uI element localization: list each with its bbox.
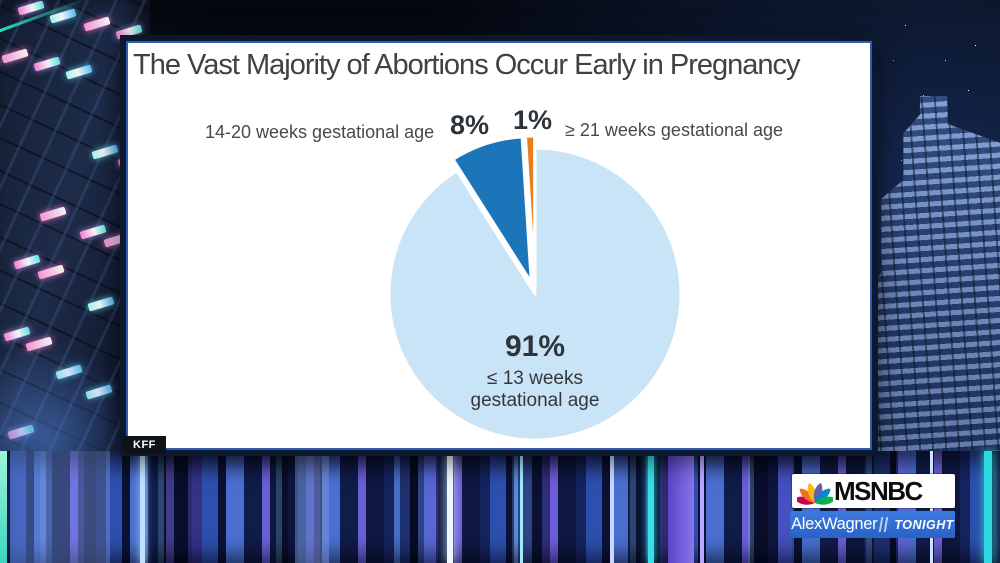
neon-window (37, 264, 65, 280)
neon-window (91, 144, 119, 160)
network-logo: MSNBC (792, 474, 955, 508)
neon-window (85, 384, 113, 400)
pct-label-91: 91% (504, 330, 566, 363)
divider-bars-icon (879, 517, 892, 532)
neon-window (65, 64, 93, 80)
pie-chart (387, 134, 683, 442)
pie-center-labels: 91% ≤ 13 weeks gestational age (385, 330, 685, 412)
neon-window (79, 224, 107, 240)
pct-label-1: 1% (513, 105, 553, 135)
neon-window (33, 56, 61, 72)
pct-label-8: 8% (450, 110, 490, 140)
pie-slice-8 (451, 135, 533, 285)
center-label-line2: gestational age (470, 390, 600, 411)
card-body: The Vast Majority of Abortions Occur Ear… (128, 43, 870, 448)
neon-stripe (700, 451, 704, 563)
neon-stripe (610, 451, 614, 563)
source-badge: KFF (123, 436, 166, 454)
neon-window (87, 296, 115, 312)
neon-stripe (447, 451, 453, 563)
neon-window (55, 364, 83, 380)
neon-stripe (984, 451, 992, 563)
callout-label-21-weeks: ≥ 21 weeks gestational age (565, 120, 784, 140)
neon-window (7, 424, 35, 440)
nbc-peacock-icon (797, 482, 833, 505)
chart-card: The Vast Majority of Abortions Occur Ear… (120, 35, 878, 456)
neon-window (39, 206, 67, 222)
neon-window (83, 16, 111, 32)
card-border: The Vast Majority of Abortions Occur Ear… (126, 41, 872, 450)
pie-slice-1 (523, 134, 537, 284)
show-name: AlexWagner (791, 515, 878, 533)
neon-stripe (295, 451, 329, 563)
neon-stripe (140, 451, 145, 563)
neon-window (25, 336, 53, 352)
neon-stripe (520, 451, 523, 563)
neon-stripe (0, 451, 7, 563)
neon-window (1, 48, 29, 64)
callout-label-14-20-weeks: 14-20 weeks gestational age (205, 122, 435, 142)
neon-window (3, 326, 31, 342)
neon-stripe (648, 451, 654, 563)
chart-title: The Vast Majority of Abortions Occur Ear… (133, 49, 801, 81)
pie-slice-91 (387, 146, 683, 442)
center-label-line1: ≤ 13 weeks (487, 368, 583, 389)
neon-window (13, 254, 41, 270)
neon-stripe (668, 451, 694, 563)
neon-stripe (10, 451, 110, 563)
show-suffix: TONIGHT (894, 517, 954, 532)
show-title-bar: AlexWagner TONIGHT (790, 511, 955, 538)
network-name: MSNBC (834, 475, 923, 506)
